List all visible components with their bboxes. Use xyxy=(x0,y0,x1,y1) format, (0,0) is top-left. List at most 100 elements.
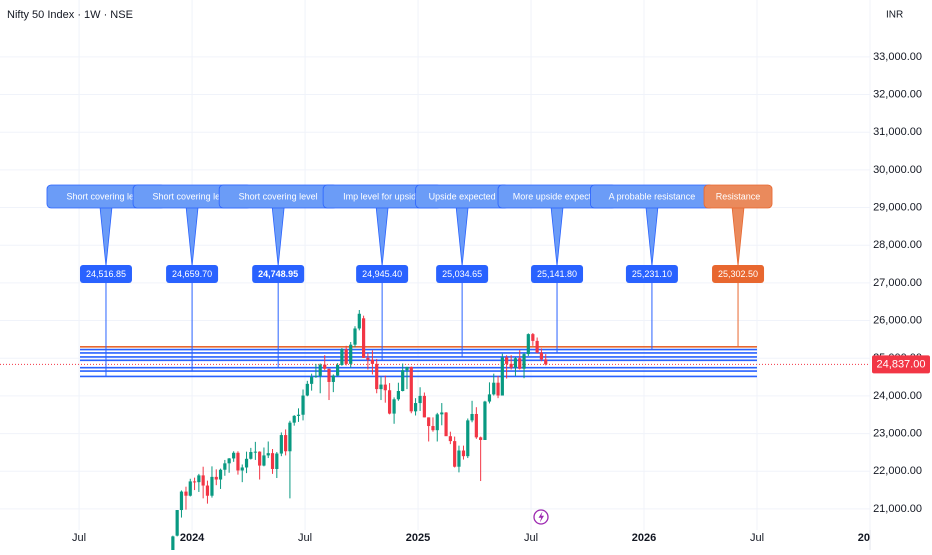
candle xyxy=(427,417,431,442)
price-tag xyxy=(436,265,489,283)
candle-body xyxy=(357,313,361,329)
candle xyxy=(318,363,322,394)
candle-body xyxy=(349,344,353,364)
price-tag-label: 24,516.85 xyxy=(86,269,126,279)
candle xyxy=(531,332,535,346)
candle-body xyxy=(292,415,296,423)
candle-body xyxy=(171,536,175,555)
candle-body xyxy=(310,377,314,384)
y-tick-label: 27,000.00 xyxy=(873,277,922,289)
candle xyxy=(197,473,201,492)
x-tick-label: 2024 xyxy=(180,532,205,544)
x-tick-label: Jul xyxy=(72,532,86,544)
candle-body xyxy=(418,395,422,404)
event-icon[interactable] xyxy=(533,509,549,525)
candle xyxy=(505,355,509,379)
last-price-label: 24,837.00 xyxy=(877,358,926,370)
candle xyxy=(522,352,526,379)
y-tick-label: 21,000.00 xyxy=(873,503,922,515)
candle xyxy=(496,375,500,399)
y-tick-label: 31,000.00 xyxy=(873,126,922,138)
candle xyxy=(413,398,418,416)
price-tag-label: 24,945.40 xyxy=(362,269,402,279)
price-tag-label: 24,748.95 xyxy=(258,269,298,279)
candle-body xyxy=(531,334,535,341)
candle xyxy=(340,348,344,366)
candle-body xyxy=(275,453,279,469)
candle-body xyxy=(340,349,344,366)
candle xyxy=(383,375,387,403)
level-annotation: More upside expected 25,141.80 xyxy=(497,184,617,353)
candle xyxy=(240,464,244,483)
x-tick-label: Jul xyxy=(750,532,764,544)
candle-body xyxy=(175,510,179,536)
candle-body xyxy=(327,368,331,382)
price-tag xyxy=(79,265,132,283)
candle-body xyxy=(396,391,400,400)
candle xyxy=(327,368,331,401)
candle xyxy=(175,510,179,537)
candle-body xyxy=(431,426,435,431)
candle xyxy=(296,408,301,422)
candle-body xyxy=(258,451,262,466)
candle xyxy=(448,431,452,445)
candle xyxy=(444,412,448,437)
candle-body xyxy=(492,382,496,395)
y-tick-label: 28,000.00 xyxy=(873,239,922,251)
candle xyxy=(535,337,539,354)
price-tag xyxy=(712,265,765,283)
candle-body xyxy=(227,458,231,464)
candle xyxy=(192,477,197,491)
candle xyxy=(201,466,205,499)
candles xyxy=(171,310,548,555)
candle xyxy=(270,449,275,474)
price-tag-label: 25,034.65 xyxy=(442,269,482,279)
candle xyxy=(392,397,396,424)
candle-body xyxy=(270,453,275,469)
candle xyxy=(500,353,504,396)
candle xyxy=(188,478,192,497)
candle-body xyxy=(249,452,253,459)
candle xyxy=(244,451,249,474)
candle xyxy=(513,357,518,376)
candle xyxy=(457,445,461,473)
candle xyxy=(357,310,361,331)
candle xyxy=(453,436,457,468)
candle xyxy=(179,490,184,518)
callout-label: A probable resistance xyxy=(609,191,696,201)
price-tag xyxy=(166,265,219,283)
callout-label: Imp level for upside xyxy=(343,191,421,201)
candle-body xyxy=(544,359,548,365)
candle-body xyxy=(279,435,283,454)
callout-label: Short covering level xyxy=(239,191,318,201)
annotations: Short covering level 24,516.85 Short cover… xyxy=(46,184,773,377)
candle xyxy=(518,349,522,370)
candle-body xyxy=(305,383,309,396)
candle-body xyxy=(301,395,305,415)
candle-body xyxy=(236,452,240,471)
candle xyxy=(405,366,409,390)
candle xyxy=(336,363,340,377)
level-annotation: Short covering level 24,748.95 xyxy=(218,184,338,368)
candle xyxy=(435,412,439,442)
candle xyxy=(440,403,444,426)
candle xyxy=(262,447,266,467)
candle xyxy=(431,417,435,432)
candle xyxy=(544,354,548,366)
candle-body xyxy=(223,463,227,470)
candle xyxy=(509,355,513,370)
candle xyxy=(249,447,253,460)
candle-body xyxy=(201,475,205,486)
y-tick-label: 30,000.00 xyxy=(873,164,922,176)
candle xyxy=(344,345,348,366)
candle-body xyxy=(479,437,483,440)
candle xyxy=(526,333,530,356)
callout-label: Short covering level xyxy=(153,191,232,201)
candle xyxy=(214,469,218,486)
candle xyxy=(474,407,478,439)
candle xyxy=(366,353,370,370)
candle-body xyxy=(179,491,184,511)
candle-body xyxy=(466,420,470,457)
